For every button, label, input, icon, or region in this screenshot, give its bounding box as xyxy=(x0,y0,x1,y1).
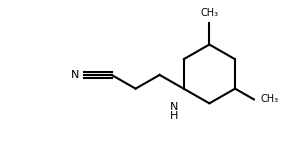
Text: N: N xyxy=(170,102,178,112)
Text: H: H xyxy=(170,111,178,121)
Text: CH₃: CH₃ xyxy=(200,8,218,18)
Text: N: N xyxy=(71,70,79,80)
Text: CH₃: CH₃ xyxy=(261,94,279,104)
